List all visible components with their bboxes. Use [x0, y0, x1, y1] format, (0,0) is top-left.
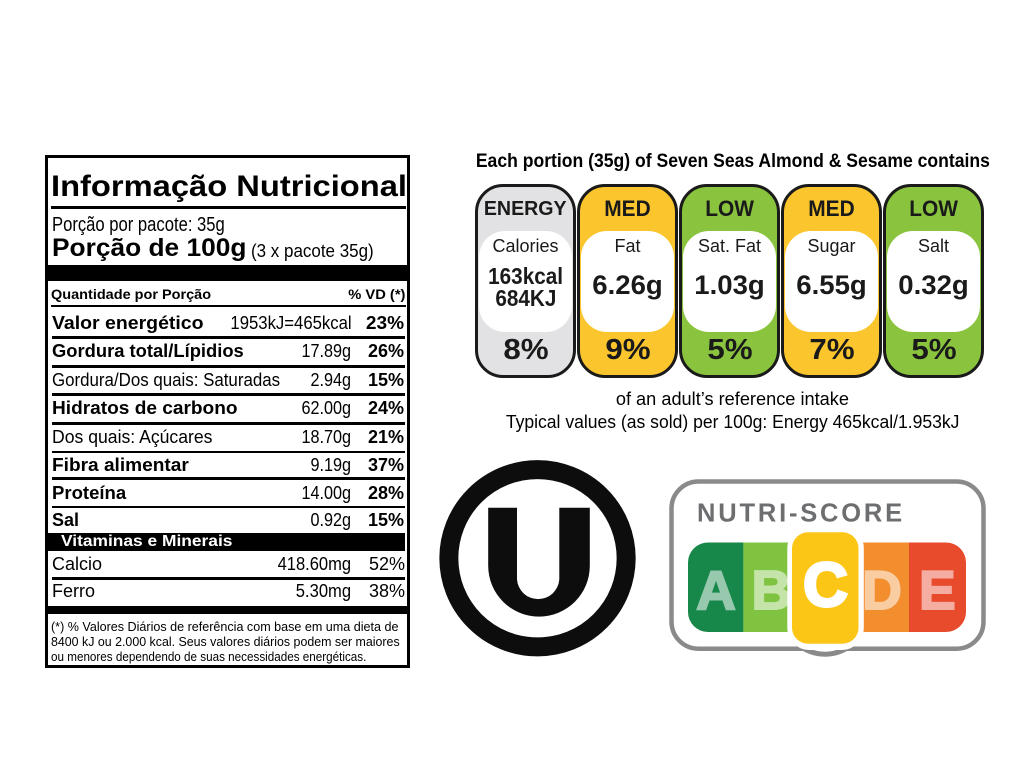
svg-text:E: E: [919, 559, 956, 621]
svg-text:C: C: [803, 551, 848, 620]
svg-text:B: B: [752, 559, 792, 621]
svg-text:D: D: [862, 559, 902, 621]
svg-text:A: A: [696, 559, 736, 621]
svg-text:NUTRI-SCORE: NUTRI-SCORE: [697, 500, 905, 528]
